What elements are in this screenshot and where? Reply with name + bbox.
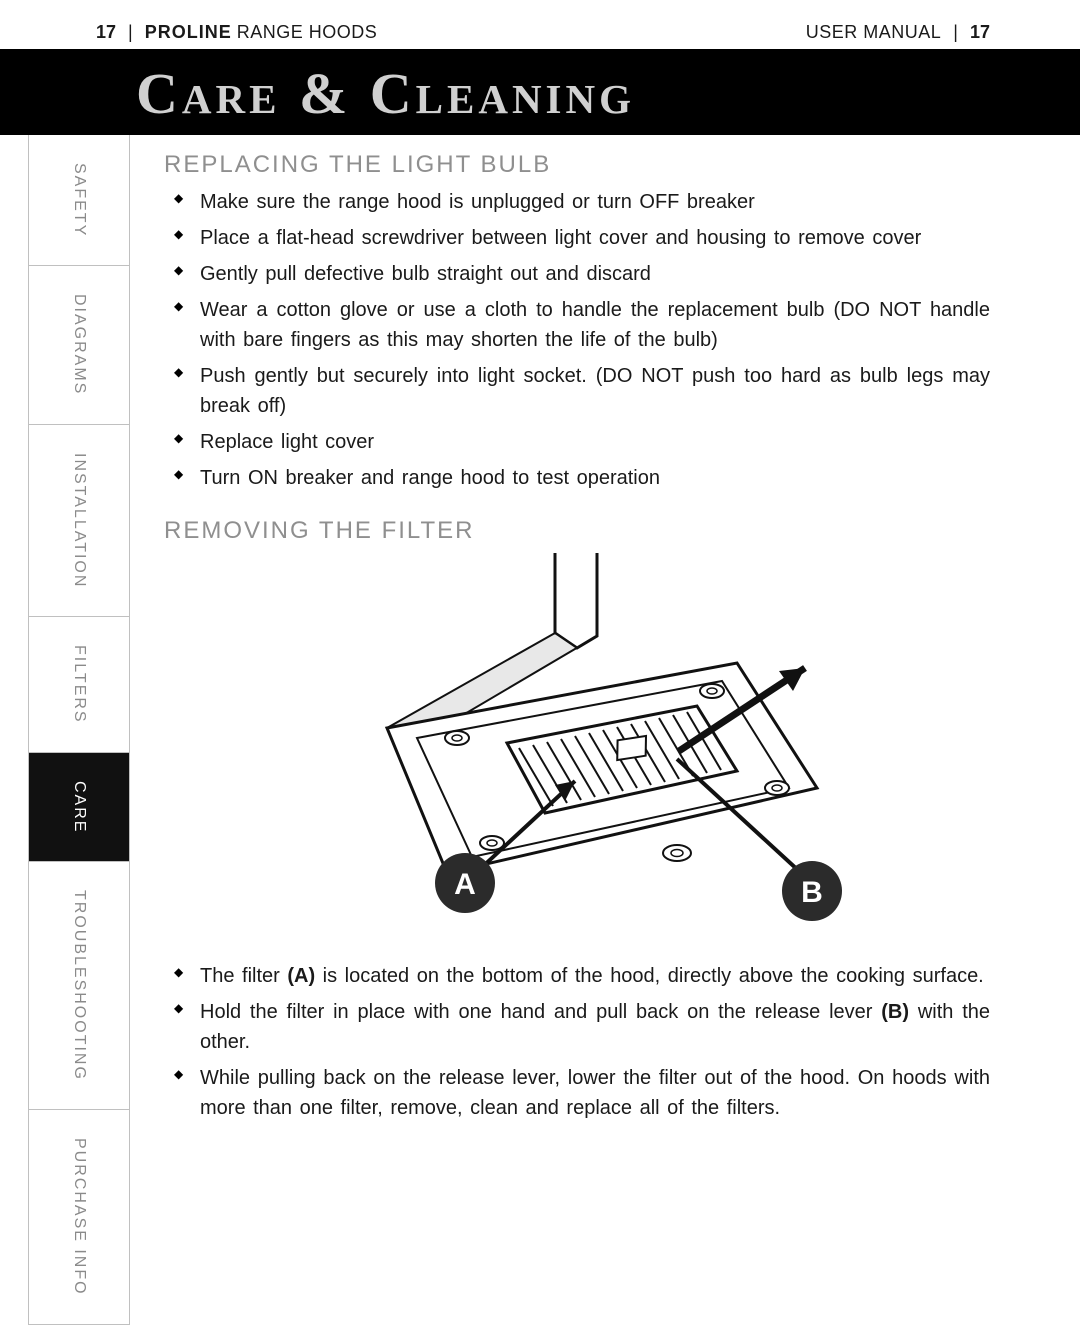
list-item: Hold the filter in place with one hand a…: [200, 997, 990, 1057]
side-tabs: SAFETYDIAGRAMSINSTALLATIONFILTERSCARETRO…: [28, 135, 130, 1325]
page-header: 17 | PROLINE RANGE HOODS USER MANUAL | 1…: [0, 0, 1080, 49]
page-number-left: 17: [96, 22, 116, 43]
diagram-label-a: A: [454, 868, 476, 901]
header-divider: |: [953, 22, 958, 43]
body-row: SAFETYDIAGRAMSINSTALLATIONFILTERSCARETRO…: [0, 135, 1080, 1325]
section-heading-lightbulb: REPLACING THE LIGHT BULB: [164, 151, 990, 179]
side-tab-care[interactable]: CARE: [29, 752, 129, 861]
side-tab-filters[interactable]: FILTERS: [29, 616, 129, 752]
brand-name: PROLINE: [145, 22, 232, 42]
diagram-duct: [555, 553, 597, 648]
side-tab-troubleshooting[interactable]: TROUBLESHOOTING: [29, 861, 129, 1109]
lightbulb-list: Make sure the range hood is unplugged or…: [164, 187, 990, 493]
side-tab-safety[interactable]: SAFETY: [29, 135, 129, 265]
side-tab-installation[interactable]: INSTALLATION: [29, 424, 129, 616]
content-area: REPLACING THE LIGHT BULB Make sure the r…: [130, 135, 1080, 1149]
header-right: USER MANUAL | 17: [806, 22, 990, 43]
list-item: Push gently but securely into light sock…: [200, 361, 990, 421]
side-tab-diagrams[interactable]: DIAGRAMS: [29, 265, 129, 423]
list-item: Gently pull defective bulb straight out …: [200, 259, 990, 289]
list-item: While pulling back on the release lever,…: [200, 1063, 990, 1123]
list-item: Turn ON breaker and range hood to test o…: [200, 463, 990, 493]
screw-icon: [663, 845, 691, 861]
screw-icon: [765, 781, 789, 795]
brand-block: PROLINE RANGE HOODS: [145, 22, 378, 43]
page-title: Care & Cleaning: [136, 60, 1080, 127]
manual-page: 17 | PROLINE RANGE HOODS USER MANUAL | 1…: [0, 0, 1080, 1325]
brand-suffix: RANGE HOODS: [237, 22, 378, 42]
filter-diagram-wrap: A B: [164, 553, 990, 943]
diagram-release-lever: [617, 736, 646, 760]
screw-icon: [700, 684, 724, 698]
filter-list: The filter (A) is located on the bottom …: [164, 961, 990, 1123]
section-heading-filter: REMOVING THE FILTER: [164, 517, 990, 545]
doc-type: USER MANUAL: [806, 22, 942, 43]
page-number-right: 17: [970, 22, 990, 43]
list-item: The filter (A) is located on the bottom …: [200, 961, 990, 991]
filter-diagram: A B: [307, 553, 847, 943]
list-item: Wear a cotton glove or use a cloth to ha…: [200, 295, 990, 355]
title-bar: Care & Cleaning: [0, 49, 1080, 135]
diagram-label-b: B: [801, 876, 823, 909]
side-tab-purchase-info[interactable]: PURCHASE INFO: [29, 1109, 129, 1324]
list-item: Place a flat-head screwdriver between li…: [200, 223, 990, 253]
header-divider: |: [128, 22, 133, 43]
screw-icon: [445, 731, 469, 745]
list-item: Replace light cover: [200, 427, 990, 457]
list-item: Make sure the range hood is unplugged or…: [200, 187, 990, 217]
header-left: 17 | PROLINE RANGE HOODS: [96, 22, 377, 43]
